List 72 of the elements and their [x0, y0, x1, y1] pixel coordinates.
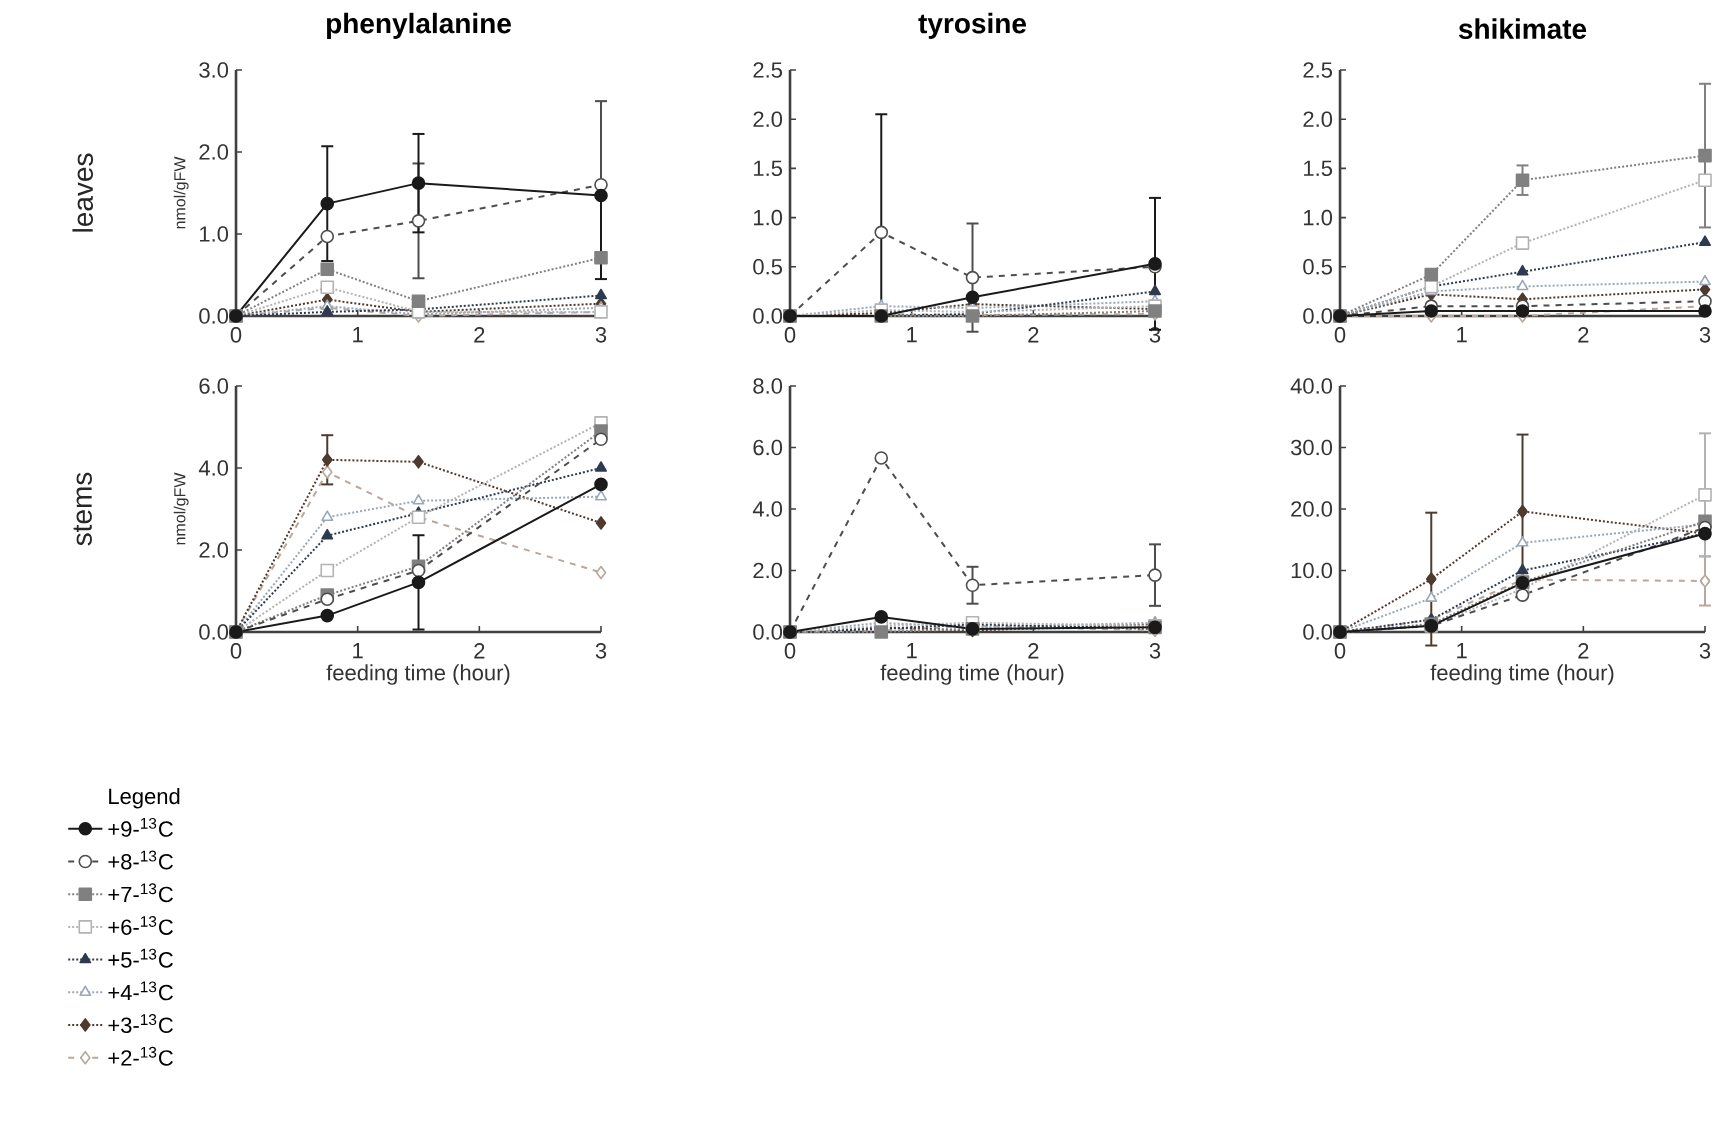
- legend-label: +6-$^{13}$C: [108, 916, 173, 935]
- y-axis-title: nmol/gFW: [173, 472, 189, 545]
- y-tick-label: 2.0: [753, 562, 783, 579]
- text: stems: [73, 472, 92, 546]
- x-tick-label: 0: [230, 643, 242, 659]
- y-tick-label: 6.0: [199, 378, 229, 394]
- y-tick-label: 0.5: [1303, 259, 1333, 275]
- y-tick-label: 30.0: [1290, 439, 1333, 456]
- x-tick-label: 2: [1028, 643, 1039, 659]
- y-tick-label: 1.5: [1304, 160, 1333, 177]
- y-tick-label: 2.5: [753, 62, 783, 78]
- y-tick-label: 2.5: [1303, 62, 1333, 78]
- y-tick-label: 0.0: [753, 308, 783, 324]
- x-tick-label: 3: [595, 643, 607, 659]
- y-tick-label: 4.0: [752, 501, 783, 517]
- x-tick-label: 2: [1578, 327, 1589, 343]
- legend-label: +2-$^{13}$C: [108, 1046, 173, 1066]
- x-tick-label: 0: [784, 327, 796, 343]
- legend-label: +3-$^{13}$C: [108, 1014, 173, 1034]
- y-tick-label: 40.0: [1290, 378, 1333, 394]
- y-tick-label: 10.0: [1291, 562, 1333, 579]
- legend-label: +5-$^{13}$C: [108, 948, 173, 968]
- x-tick-label: 0: [230, 327, 242, 343]
- x-tick-label: 0: [1334, 327, 1346, 343]
- legend-label: +7-$^{13}$C: [108, 883, 173, 903]
- x-tick-label: 2: [1578, 643, 1589, 659]
- x-tick-label: 2: [474, 327, 485, 343]
- chart-title: phenylalanine: [327, 12, 511, 39]
- x-axis-title: feeding time (hour): [326, 664, 510, 685]
- y-tick-label: 1.5: [754, 160, 783, 177]
- y-axis-title: nmol/gFW: [173, 156, 189, 229]
- y-tick-label: 1.0: [200, 226, 229, 242]
- y-tick-label: 3.0: [199, 62, 229, 78]
- x-tick-label: 1: [353, 643, 363, 659]
- x-tick-label: 0: [1334, 643, 1346, 659]
- y-tick-label: 0.0: [1303, 308, 1333, 324]
- x-axis-title: feeding time (hour): [880, 664, 1064, 685]
- legend-label: +8-$^{13}$C: [108, 850, 173, 870]
- x-tick-label: 3: [1699, 327, 1711, 343]
- y-tick-label: 0.0: [199, 624, 229, 640]
- y-tick-label: 1.0: [754, 209, 783, 226]
- x-tick-label: 2: [1028, 327, 1039, 343]
- y-tick-label: 0.5: [753, 259, 783, 275]
- y-tick-label: 6.0: [753, 439, 783, 456]
- text: leaves: [72, 153, 93, 232]
- y-tick-label: 2.0: [199, 542, 229, 558]
- x-tick-label: 1: [1457, 643, 1467, 659]
- y-tick-label: 8.0: [753, 378, 783, 394]
- y-tick-label: 0.0: [1303, 624, 1333, 640]
- legend-label: +9-$^{13}$C: [108, 817, 173, 837]
- x-tick-label: 3: [595, 327, 607, 343]
- x-axis-title: feeding time (hour): [1430, 664, 1614, 685]
- y-tick-label: 1.0: [1304, 209, 1333, 226]
- legend-label: +4-$^{13}$C: [108, 981, 173, 1001]
- x-tick-label: 1: [1457, 327, 1467, 343]
- x-tick-label: 1: [907, 327, 917, 343]
- y-tick-label: 2.0: [199, 144, 229, 160]
- x-tick-label: 2: [474, 643, 485, 659]
- y-tick-label: 2.0: [1303, 111, 1333, 127]
- chart-title: tyrosine: [918, 12, 1027, 39]
- x-tick-label: 3: [1699, 643, 1711, 659]
- legend-title: Legend: [109, 787, 180, 809]
- y-tick-label: 2.0: [753, 111, 783, 127]
- y-tick-label: 20.0: [1291, 501, 1333, 517]
- y-tick-label: 0.0: [199, 308, 229, 324]
- x-tick-label: 3: [1149, 643, 1161, 659]
- y-tick-label: 4.0: [198, 460, 229, 476]
- x-tick-label: 1: [353, 327, 363, 343]
- x-tick-label: 0: [784, 643, 796, 659]
- y-tick-label: 0.0: [753, 624, 783, 640]
- x-tick-label: 1: [907, 643, 917, 659]
- chart-title: shikimate: [1458, 18, 1587, 39]
